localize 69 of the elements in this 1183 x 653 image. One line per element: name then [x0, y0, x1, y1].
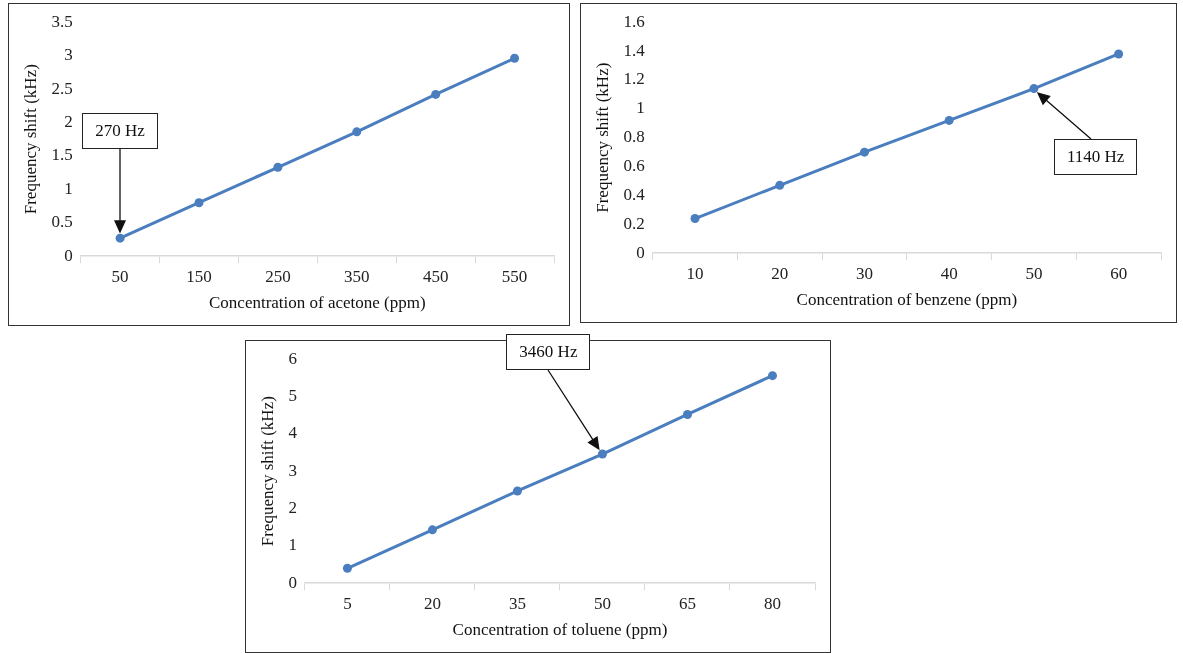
x-tick-label: 50 [111, 266, 129, 286]
point [427, 525, 437, 535]
y-tick-label: 1.2 [623, 69, 645, 89]
point [342, 563, 352, 573]
x-tick-label: 20 [423, 593, 441, 613]
annotation: 270 Hz [82, 113, 158, 150]
y-tick-label: 0.6 [623, 156, 645, 176]
y-tick-label: 3 [64, 45, 73, 65]
x-tick-label: 40 [940, 263, 958, 283]
y-tick-label: 1.5 [51, 145, 73, 165]
y-tick-label: 3.5 [51, 11, 73, 31]
point [859, 147, 869, 157]
y-tick-label: 0 [636, 242, 645, 262]
point [115, 233, 125, 243]
point [510, 53, 520, 63]
x-tick-label: 65 [678, 593, 696, 613]
point [767, 371, 777, 381]
point [1114, 49, 1124, 59]
y-tick-label: 2 [288, 498, 297, 517]
y-tick-label: 2 [64, 111, 73, 131]
y-tick-label: 0.2 [623, 213, 645, 233]
point [597, 449, 607, 459]
point [512, 486, 522, 496]
y-tick-label: 2.5 [51, 78, 73, 98]
x-tick-label: 35 [508, 593, 526, 613]
y-tick-label: 1.6 [623, 11, 645, 31]
y-tick-label: 0 [288, 572, 297, 592]
x-tick-label: 50 [1025, 263, 1043, 283]
y-tick-label: 1 [64, 178, 73, 198]
x-tick-label: 10 [686, 263, 704, 283]
x-tick-label: 80 [763, 593, 781, 613]
x-tick-label: 450 [422, 266, 449, 286]
point [194, 198, 204, 208]
point [1029, 84, 1039, 94]
y-tick-label: 4 [288, 423, 298, 443]
x-axis-title: Concentration of toluene (ppm) [452, 620, 668, 640]
y-tick-label: 1 [288, 535, 297, 555]
y-axis-title: Frequency shift (kHz) [257, 396, 277, 547]
x-tick-label: 5 [343, 593, 352, 613]
x-tick-label: 50 [593, 593, 611, 613]
y-tick-label: 0.5 [51, 212, 73, 232]
point [431, 89, 441, 99]
point [273, 162, 283, 172]
y-tick-label: 1.4 [623, 40, 646, 60]
y-axis-title: Frequency shift (kHz) [20, 64, 40, 215]
x-tick-label: 30 [855, 263, 873, 283]
point [944, 115, 954, 125]
x-axis-title: Concentration of acetone (ppm) [208, 293, 426, 313]
x-axis-title: Concentration of benzene (ppm) [796, 290, 1018, 310]
y-tick-label: 0 [64, 245, 73, 265]
point [775, 180, 785, 190]
y-tick-label: 6 [288, 348, 297, 368]
x-tick-label: 350 [344, 266, 370, 286]
y-tick-label: 5 [288, 386, 297, 405]
x-tick-label: 250 [265, 266, 291, 286]
y-tick-label: 0.8 [623, 127, 645, 147]
x-tick-label: 60 [1110, 263, 1128, 283]
point [690, 214, 700, 224]
x-tick-label: 20 [771, 263, 789, 283]
point [352, 127, 362, 137]
annotation: 1140 Hz [1053, 138, 1138, 175]
y-tick-label: 0.4 [623, 184, 646, 204]
x-tick-label: 150 [186, 266, 212, 286]
x-tick-label: 550 [501, 266, 528, 286]
annotation: 3460 Hz [506, 334, 591, 371]
y-tick-label: 1 [636, 98, 645, 118]
y-tick-label: 3 [288, 460, 297, 480]
point [682, 409, 692, 419]
y-axis-title: Frequency shift (kHz) [592, 62, 612, 213]
